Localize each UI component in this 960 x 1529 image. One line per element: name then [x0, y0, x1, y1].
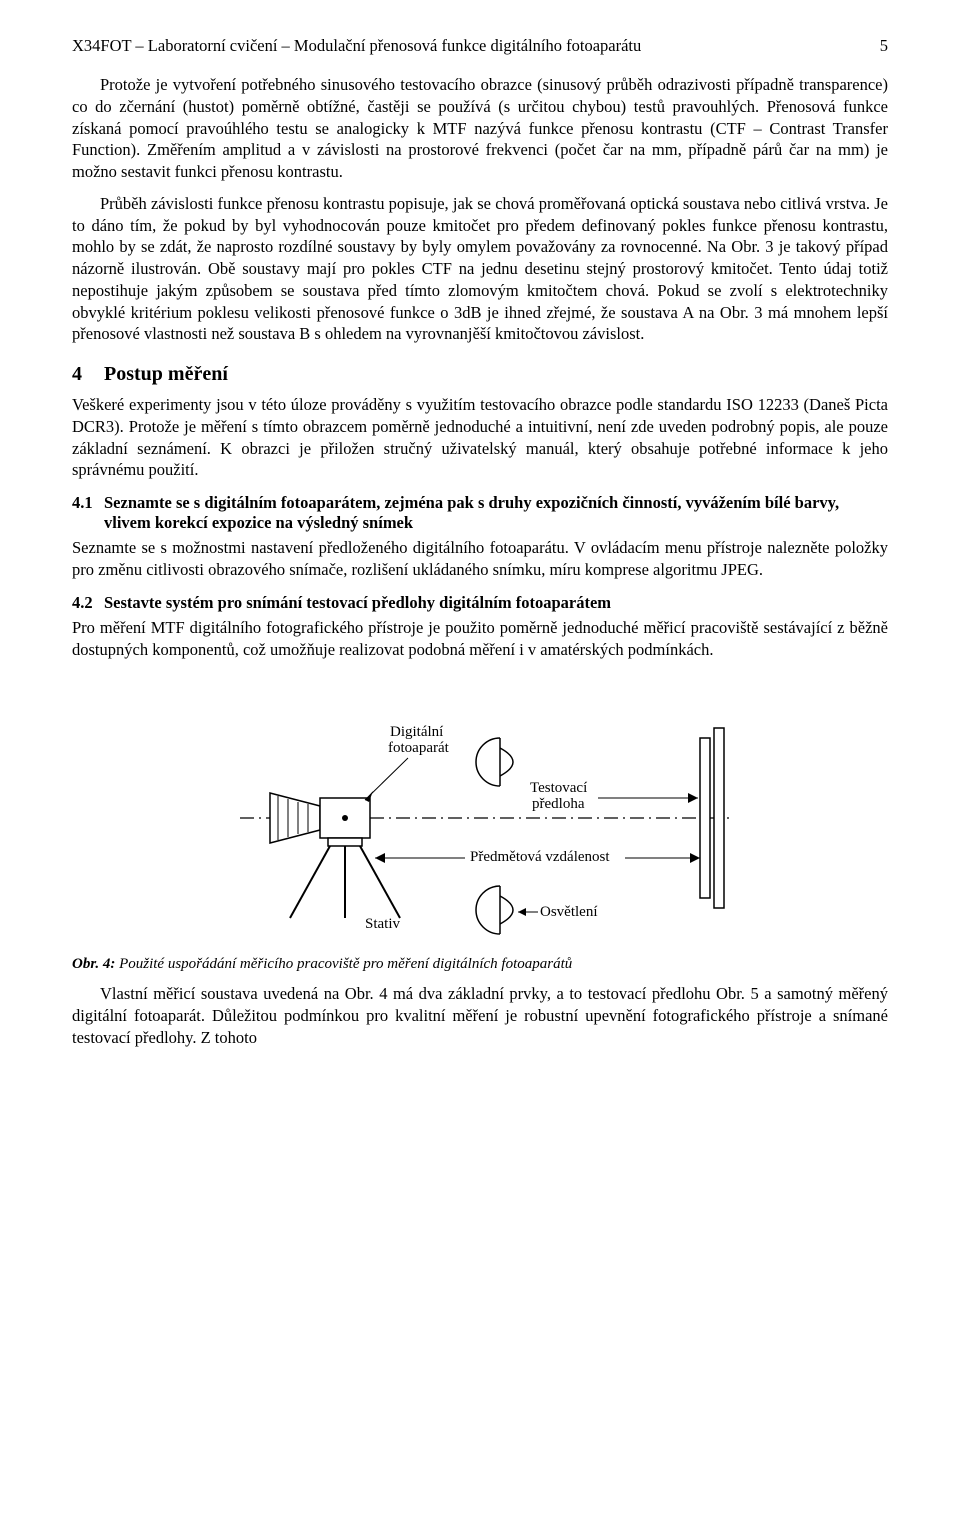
section-4-number: 4 — [72, 363, 104, 386]
camera-label-line2: fotoaparát — [388, 740, 450, 756]
subsection-4-2-number: 4.2 — [72, 593, 104, 613]
figure-4-diagram: Digitální fotoaparát Testovací předloha — [170, 678, 790, 948]
subsection-4-2-heading: 4.2Sestavte systém pro snímání testovací… — [104, 593, 888, 613]
figure-4-caption-label: Obr. 4: — [72, 956, 115, 972]
tripod-label: Stativ — [365, 916, 401, 932]
paragraph-2: Průběh závislosti funkce přenosu kontras… — [72, 193, 888, 345]
lamp-bottom-icon — [476, 886, 513, 934]
lamp-top-icon — [476, 738, 513, 786]
running-header: X34FOT – Laboratorní cvičení – Modulační… — [72, 36, 888, 56]
subsection-4-2-body: Pro měření MTF digitálního fotografickéh… — [72, 617, 888, 661]
figure-4: Digitální fotoaparát Testovací předloha — [72, 678, 888, 948]
figure-4-caption-text: Použité uspořádání měřicího pracoviště p… — [119, 956, 572, 972]
section-4-heading: 4Postup měření — [72, 363, 888, 386]
camera-leader-arrow — [365, 791, 373, 802]
distance-arrow-right — [690, 853, 700, 863]
paragraph-1: Protože je vytvoření potřebného sinusové… — [72, 74, 888, 183]
target-label-line2: předloha — [532, 796, 585, 812]
light-leader-arrow — [518, 908, 526, 916]
header-page-number: 5 — [880, 36, 888, 56]
target-leader-arrow — [688, 793, 698, 803]
section-4-intro: Veškeré experimenty jsou v této úloze pr… — [72, 394, 888, 481]
subsection-4-2-title: Sestavte systém pro snímání testovací př… — [104, 593, 611, 612]
distance-label: Předmětová vzdálenost — [470, 849, 610, 865]
page: X34FOT – Laboratorní cvičení – Modulační… — [0, 0, 960, 1095]
section-4-title: Postup měření — [104, 363, 228, 385]
light-label: Osvětlení — [540, 904, 598, 920]
subsection-4-1-number: 4.1 — [72, 493, 104, 513]
target-label-line1: Testovací — [530, 780, 587, 796]
last-paragraph: Vlastní měřicí soustava uvedená na Obr. … — [72, 983, 888, 1048]
subsection-4-1-body: Seznamte se s možnostmi nastavení předlo… — [72, 537, 888, 581]
distance-arrow-left — [375, 853, 385, 863]
figure-4-caption: Obr. 4: Použité uspořádání měřicího prac… — [72, 956, 888, 973]
camera-label-line1: Digitální — [390, 724, 443, 740]
header-left: X34FOT – Laboratorní cvičení – Modulační… — [72, 36, 641, 56]
subsection-4-1-title: Seznamte se s digitálním fotoaparátem, z… — [104, 493, 839, 532]
subsection-4-1-heading: 4.1Seznamte se s digitálním fotoaparátem… — [104, 493, 888, 533]
